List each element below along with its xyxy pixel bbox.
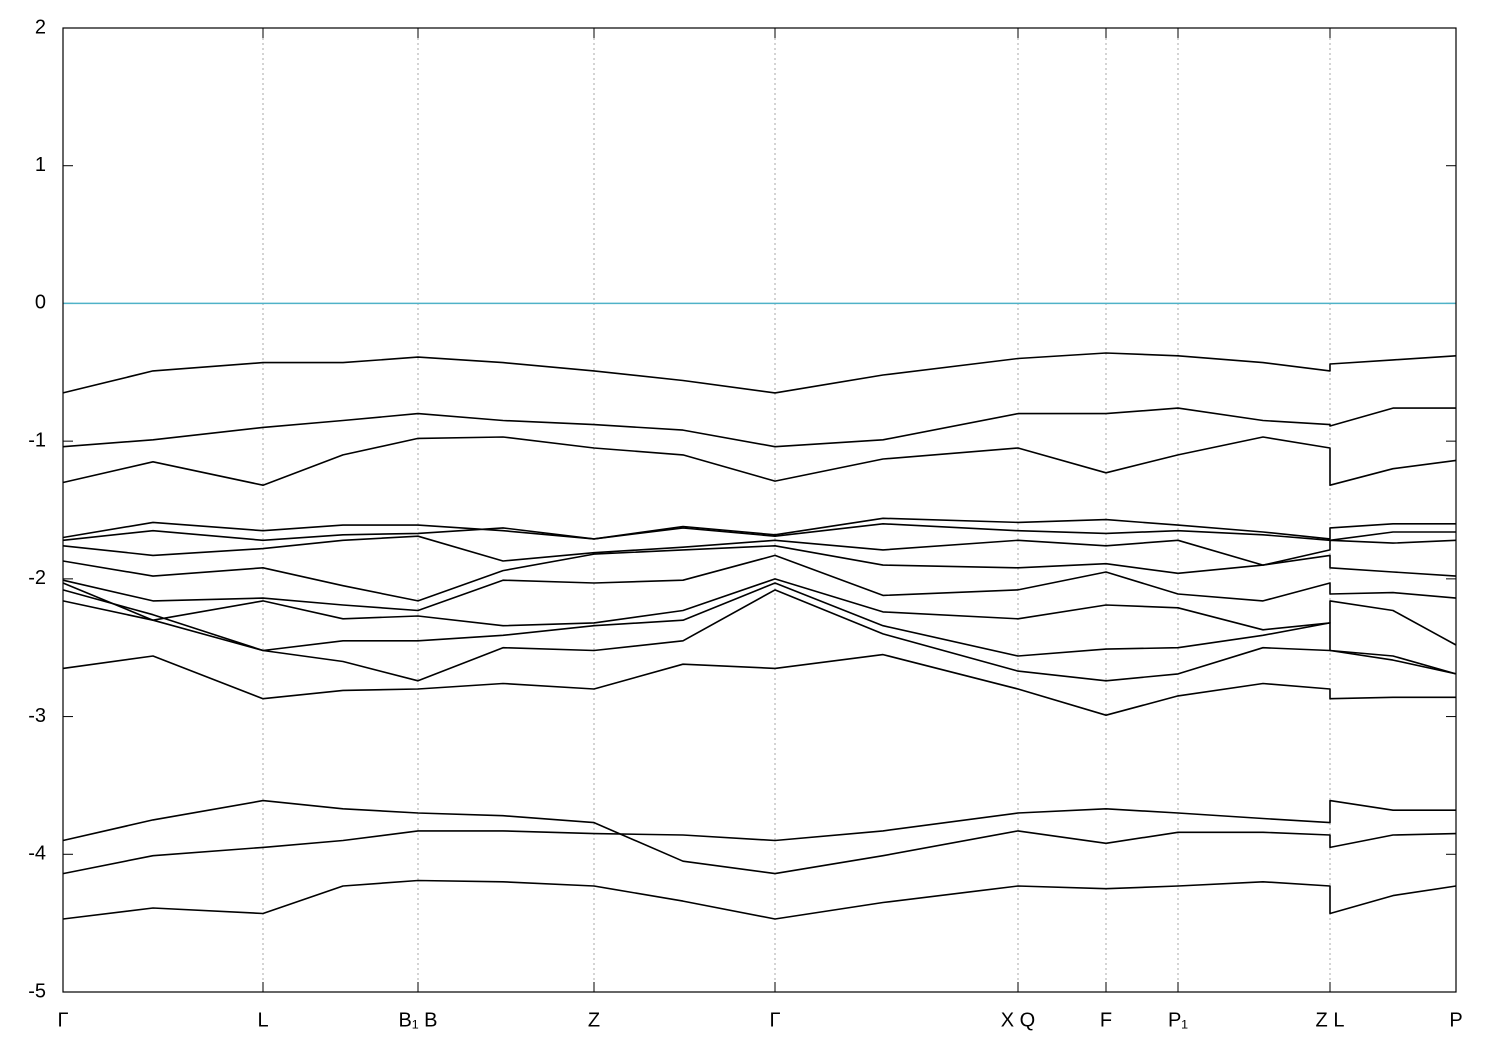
band-line bbox=[62, 436, 1457, 486]
band-line bbox=[62, 582, 1457, 675]
band-line bbox=[62, 554, 1457, 612]
band-line bbox=[62, 578, 1457, 646]
x-tick-label: Γ bbox=[769, 1009, 780, 1031]
y-tick-label: -1 bbox=[28, 429, 46, 451]
band-line bbox=[62, 535, 1457, 566]
plot-frame bbox=[62, 27, 1457, 993]
band-line bbox=[62, 799, 1456, 875]
band-line bbox=[62, 517, 1456, 540]
x-tick-label: P₁ bbox=[1168, 1009, 1188, 1031]
y-tick-label: -4 bbox=[28, 843, 46, 865]
x-tick-label: Z bbox=[588, 1009, 600, 1031]
y-tick-label: -3 bbox=[28, 705, 46, 727]
x-tick-label: L bbox=[257, 1009, 268, 1031]
y-tick-label: 1 bbox=[35, 154, 46, 176]
x-tick-label: F bbox=[1100, 1009, 1112, 1031]
band-line bbox=[62, 352, 1457, 394]
band-line bbox=[62, 879, 1457, 920]
x-tick-label: X Q bbox=[1001, 1009, 1035, 1031]
band-line bbox=[62, 523, 1456, 542]
y-tick-label: 0 bbox=[35, 292, 46, 314]
x-tick-label: Z L bbox=[1316, 1009, 1345, 1031]
y-tick-label: -2 bbox=[28, 567, 46, 589]
band-line bbox=[62, 799, 1457, 875]
band-line bbox=[62, 407, 1456, 448]
band-line bbox=[62, 653, 1456, 716]
x-tick-label: Γ bbox=[57, 1009, 68, 1031]
x-tick-label: B₁ B bbox=[399, 1009, 438, 1031]
y-tick-label: -5 bbox=[28, 980, 46, 1002]
y-tick-label: 2 bbox=[35, 16, 46, 38]
band-line bbox=[62, 589, 1457, 682]
band-line bbox=[62, 545, 1457, 602]
x-tick-label: P bbox=[1449, 1009, 1462, 1031]
